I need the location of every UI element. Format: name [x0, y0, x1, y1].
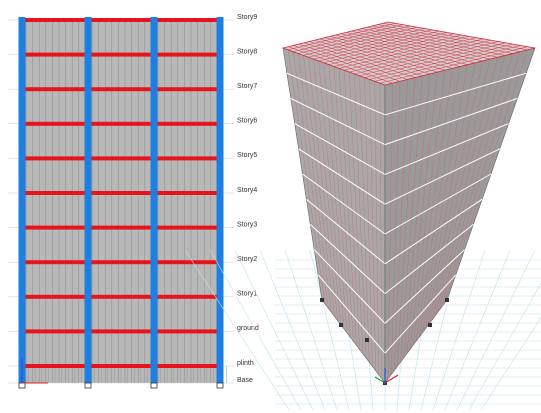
story-line: [313, 249, 386, 324]
support: [320, 298, 324, 302]
story-line: [384, 274, 457, 354]
column: [84, 17, 92, 383]
beam: [22, 52, 220, 57]
story-line: [317, 274, 386, 354]
beam: [22, 191, 220, 195]
ground-grid: [309, 249, 350, 411]
story-label: Story2: [237, 256, 257, 263]
beam: [22, 121, 220, 126]
story-label: Story6: [237, 118, 257, 125]
roof-mesh: [349, 38, 484, 73]
story-line: [384, 173, 492, 235]
ground-grid: [284, 249, 338, 411]
axis-x: [384, 374, 399, 384]
story-line: [384, 72, 527, 116]
roof-mesh: [382, 23, 528, 51]
3d-view: [184, 21, 541, 411]
story-line: [294, 123, 386, 175]
story-label: Story1: [237, 291, 257, 298]
story-line: [384, 198, 483, 265]
ground-grid: [259, 249, 326, 411]
support: [150, 382, 158, 389]
beam: [22, 294, 220, 299]
beam: [22, 329, 220, 334]
story-label: Story7: [237, 83, 257, 90]
support: [365, 338, 369, 342]
roof-mesh: [359, 41, 499, 76]
beam: [22, 364, 220, 368]
story-line: [384, 249, 465, 324]
story-label: Story5: [237, 152, 257, 159]
story-line: [384, 148, 501, 205]
story-label: Story8: [237, 48, 257, 55]
roof-mesh: [379, 46, 528, 84]
roof-mesh: [356, 29, 491, 60]
roof-mesh: [372, 25, 513, 54]
roof-mesh: [344, 37, 477, 71]
ground-grid: [468, 282, 541, 411]
roof-mesh: [351, 30, 483, 62]
story-line: [298, 148, 386, 205]
beam: [22, 18, 220, 22]
infill: [22, 20, 220, 383]
story-line: [384, 123, 509, 175]
beam: [22, 225, 220, 230]
beam: [22, 260, 220, 265]
roof-mesh: [364, 42, 506, 78]
roof-mesh: [339, 36, 469, 69]
story-line: [302, 173, 386, 235]
support: [339, 323, 343, 327]
roof-mesh: [374, 45, 521, 82]
story-label: Base: [237, 377, 253, 384]
ground-grid: [432, 249, 486, 411]
elevation-view: Story9 Story8 Story7 Story6 Story5 Story4 Stor…: [8, 14, 259, 389]
column: [216, 17, 224, 383]
ground-grid: [234, 249, 314, 411]
story-line: [290, 97, 386, 146]
story-line: [384, 224, 474, 294]
ground-grid: [480, 317, 541, 411]
ground-grid: [444, 249, 511, 411]
story-label: plinth: [237, 360, 254, 367]
story-line: [309, 224, 386, 294]
roof-mesh: [366, 26, 506, 56]
column: [150, 17, 158, 383]
story-label: Story3: [237, 221, 257, 228]
story-line: [306, 198, 386, 265]
story-line: [384, 97, 518, 146]
roof-mesh: [333, 34, 462, 67]
support: [445, 298, 449, 302]
story-label: ground: [237, 325, 259, 332]
ground-grid: [209, 249, 302, 411]
axis-y: [374, 376, 386, 384]
support: [84, 382, 92, 389]
roof-mesh: [369, 43, 514, 80]
support: [216, 382, 224, 389]
story-label: Story9: [237, 14, 257, 21]
roof-mesh: [361, 28, 498, 58]
roof-mesh: [377, 24, 521, 52]
story-line: [286, 72, 386, 116]
roof-mesh: [345, 32, 476, 64]
ground-grid: [456, 249, 536, 411]
story-label: Story4: [237, 187, 257, 194]
roof-mesh: [354, 39, 491, 75]
support: [428, 323, 432, 327]
beam: [22, 87, 220, 92]
column: [18, 17, 26, 383]
beam: [22, 156, 220, 161]
ground-grid: [184, 249, 290, 411]
roof-mesh: [340, 33, 468, 65]
